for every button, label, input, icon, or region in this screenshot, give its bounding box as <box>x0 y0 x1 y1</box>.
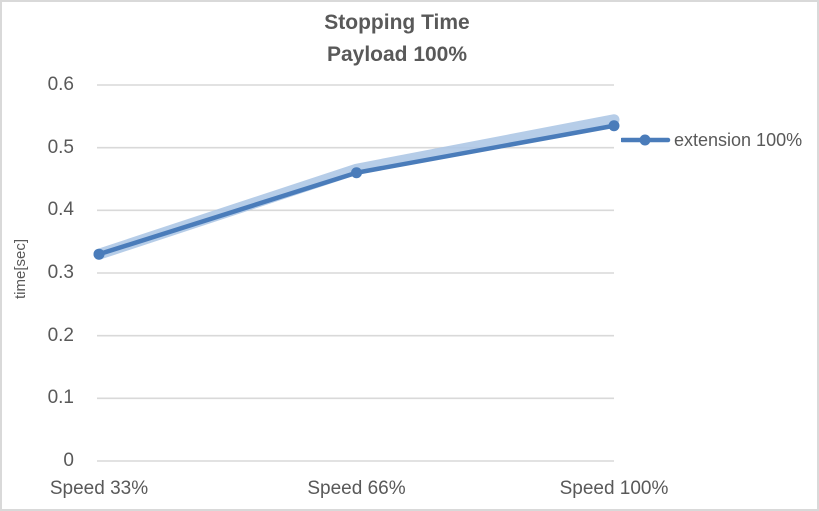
chart-title-line-1: Stopping Time <box>324 11 470 34</box>
y-axis-title: time[sec] <box>12 239 29 300</box>
x-tick-label: Speed 100% <box>559 478 669 499</box>
y-tick-label: 0.1 <box>47 387 74 409</box>
y-tick-label: 0.2 <box>47 324 74 346</box>
chart-title-line-2: Payload 100% <box>326 43 468 66</box>
y-tick-label: 0.6 <box>47 74 74 95</box>
chart-title: Stopping Time Payload 100% <box>2 7 792 71</box>
x-tick-label: Speed 33% <box>49 478 149 499</box>
legend: extension 100% <box>621 128 802 152</box>
data-point-marker <box>608 120 620 132</box>
y-tick-label: 0.4 <box>47 199 74 221</box>
legend-series-marker-icon <box>621 134 671 146</box>
x-tick-label: Speed 66% <box>307 478 406 499</box>
series-line-extension-100 <box>96 123 617 257</box>
data-point-marker <box>351 167 362 179</box>
y-tick-label: 0 <box>63 450 74 471</box>
legend-label: extension 100% <box>674 129 803 150</box>
data-point-marker <box>93 248 105 260</box>
y-tick-label: 0.5 <box>47 136 74 158</box>
y-tick-label: 0.3 <box>47 262 74 283</box>
